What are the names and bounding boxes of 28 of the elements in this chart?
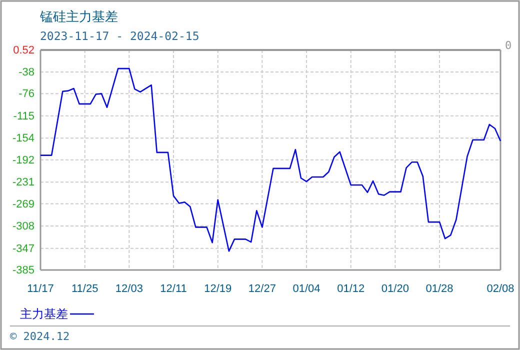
x-tick-label: 11/25: [71, 282, 98, 295]
chart-title: 锰硅主力基差: [39, 9, 118, 25]
y-tick-label: -385: [12, 264, 34, 277]
y-tick-label: -154: [12, 132, 34, 145]
y-tick-label: -347: [12, 242, 34, 255]
y-tick-label: -269: [12, 198, 34, 210]
x-tick-label: 01/12: [337, 282, 365, 295]
line-series: [40, 68, 502, 252]
legend-label: 主力基差: [20, 307, 68, 321]
x-tick-label: 01/20: [381, 282, 409, 295]
y-tick-label: -308: [12, 220, 34, 233]
x-tick-label: 01/28: [426, 282, 454, 295]
x-tick-label: 01/04: [292, 282, 320, 295]
x-tick-label: 11/17: [27, 282, 54, 295]
x-tick-label: 12/19: [204, 282, 232, 295]
chart-subtitle: 2023-11-17 - 2024-02-15: [40, 29, 200, 43]
y-tick-label: -231: [12, 176, 34, 189]
y-tick-label: -192: [12, 154, 34, 166]
x-tick-label: 02/08: [486, 282, 514, 295]
text: © 2024.12: [10, 330, 70, 343]
y-tick-label: -38: [18, 66, 34, 78]
y-tick-label: 0.52: [13, 44, 34, 57]
x-tick-label: 12/03: [115, 282, 143, 295]
x-tick-label: 12/11: [160, 282, 187, 295]
text: 0: [505, 39, 512, 52]
x-tick-label: 12/27: [248, 282, 276, 295]
y-tick-label: -76: [18, 88, 34, 100]
y-tick-label: -115: [13, 110, 34, 122]
